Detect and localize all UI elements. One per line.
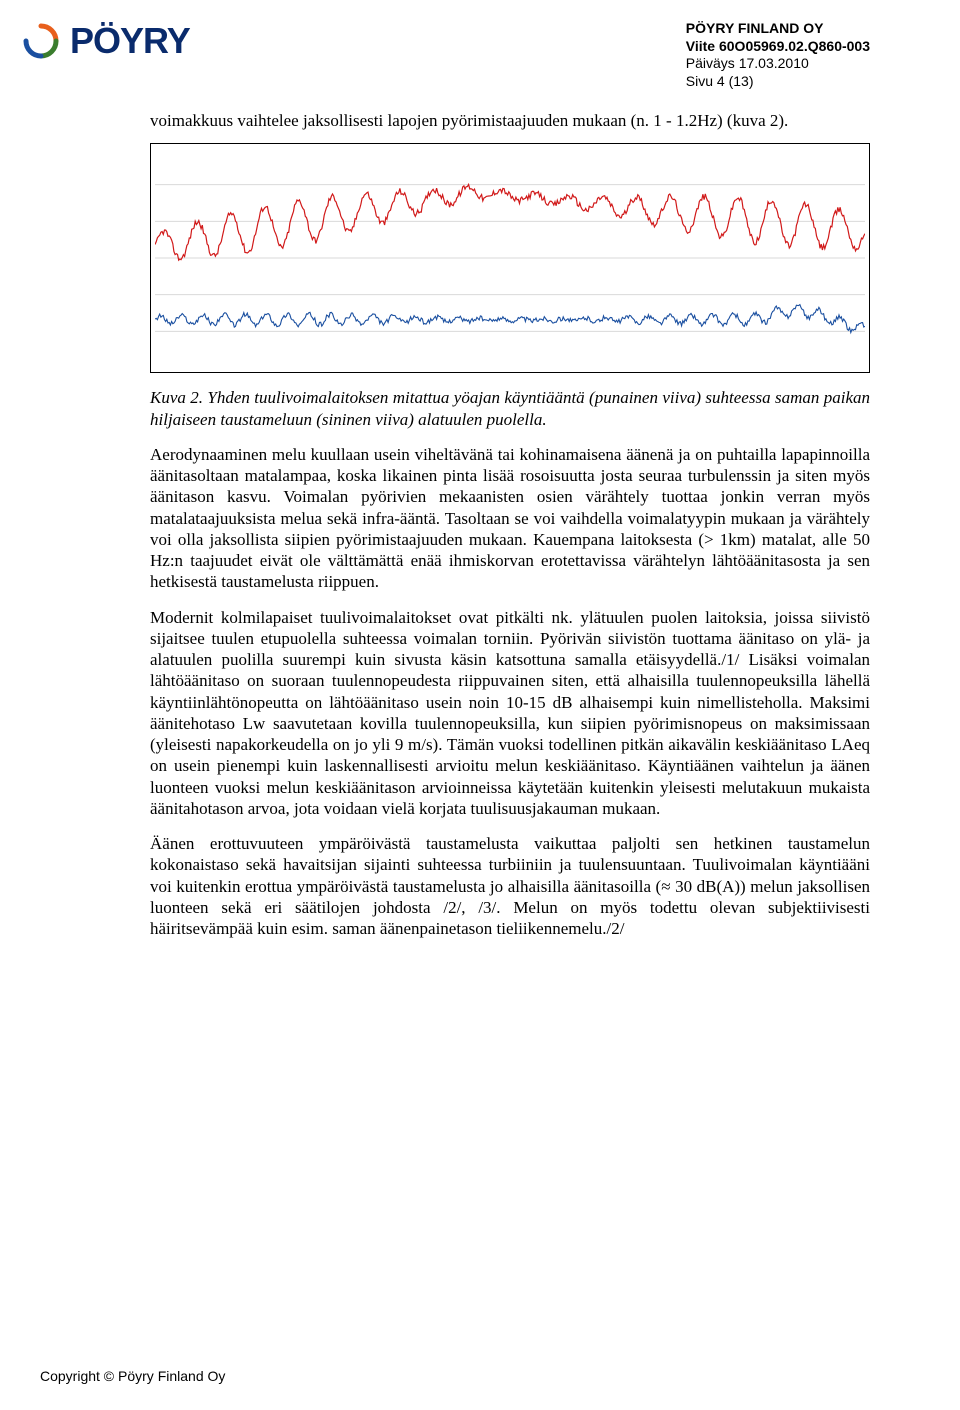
chart-figure <box>150 143 870 373</box>
content-area: voimakkuus vaihtelee jaksollisesti lapoj… <box>150 110 870 939</box>
paragraph-2: Modernit kolmilapaiset tuulivoimalaitoks… <box>150 607 870 820</box>
intro-paragraph: voimakkuus vaihtelee jaksollisesti lapoj… <box>150 110 870 131</box>
footer-copyright: Copyright © Pöyry Finland Oy <box>40 1368 225 1384</box>
swirl-icon <box>20 20 62 62</box>
reference: Viite 60O05969.02.Q860-003 <box>686 38 870 56</box>
logo-text: PÖYRY <box>70 20 190 62</box>
header-meta: PÖYRY FINLAND OY Viite 60O05969.02.Q860-… <box>686 20 870 90</box>
paragraph-1: Aerodynaaminen melu kuullaan usein vihel… <box>150 444 870 593</box>
company-name: PÖYRY FINLAND OY <box>686 20 870 38</box>
page-number: Sivu 4 (13) <box>686 73 870 91</box>
waveform-chart <box>155 148 865 368</box>
figure-caption: Kuva 2. Yhden tuulivoimalaitoksen mitatt… <box>150 387 870 430</box>
page: PÖYRY PÖYRY FINLAND OY Viite 60O05969.02… <box>0 0 960 1410</box>
date: Päiväys 17.03.2010 <box>686 55 870 73</box>
paragraph-3: Äänen erottuvuuteen ympäröivästä taustam… <box>150 833 870 939</box>
logo-block: PÖYRY <box>20 20 190 62</box>
